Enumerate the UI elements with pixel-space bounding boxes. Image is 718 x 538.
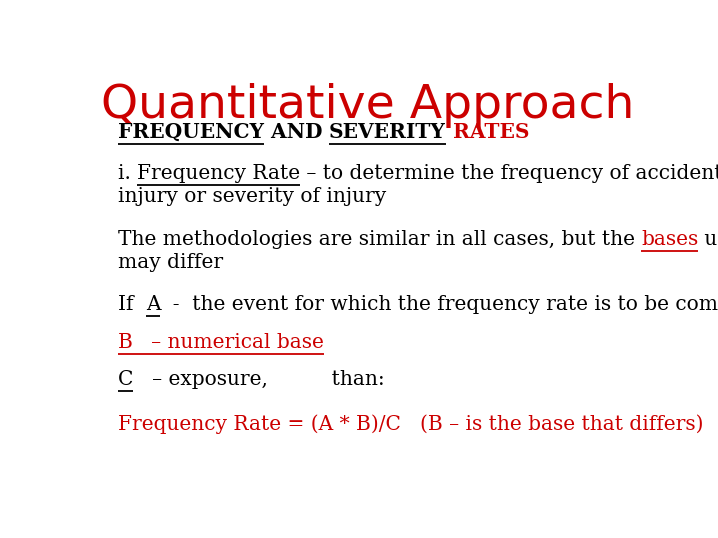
Text: bases: bases <box>641 230 698 249</box>
Text: Frequency Rate: Frequency Rate <box>137 164 300 183</box>
Text: – numerical base: – numerical base <box>132 332 325 352</box>
Text: – exposure,          than:: – exposure, than: <box>133 370 385 390</box>
Text: Quantitative Approach: Quantitative Approach <box>101 83 635 128</box>
Text: The methodologies are similar in all cases, but the: The methodologies are similar in all cas… <box>118 230 641 249</box>
Text: Frequency Rate = (A * B)/C   (B – is the base that differs): Frequency Rate = (A * B)/C (B – is the b… <box>118 415 703 434</box>
Text: SEVERITY: SEVERITY <box>329 122 446 141</box>
Text: RATES: RATES <box>446 122 529 141</box>
Text: AND: AND <box>264 122 329 141</box>
Text: – to determine the frequency of accidents or: – to determine the frequency of accident… <box>300 164 718 183</box>
Text: If: If <box>118 295 146 314</box>
Text: i.: i. <box>118 164 137 183</box>
Text: FREQUENCY: FREQUENCY <box>118 122 264 141</box>
Text: used: used <box>698 230 718 249</box>
Text: -  the event for which the frequency rate is to be computed;: - the event for which the frequency rate… <box>160 295 718 314</box>
Text: B: B <box>118 332 132 352</box>
Text: injury or severity of injury: injury or severity of injury <box>118 187 386 206</box>
Text: A: A <box>146 295 160 314</box>
Text: may differ: may differ <box>118 253 223 272</box>
Text: C: C <box>118 370 133 390</box>
